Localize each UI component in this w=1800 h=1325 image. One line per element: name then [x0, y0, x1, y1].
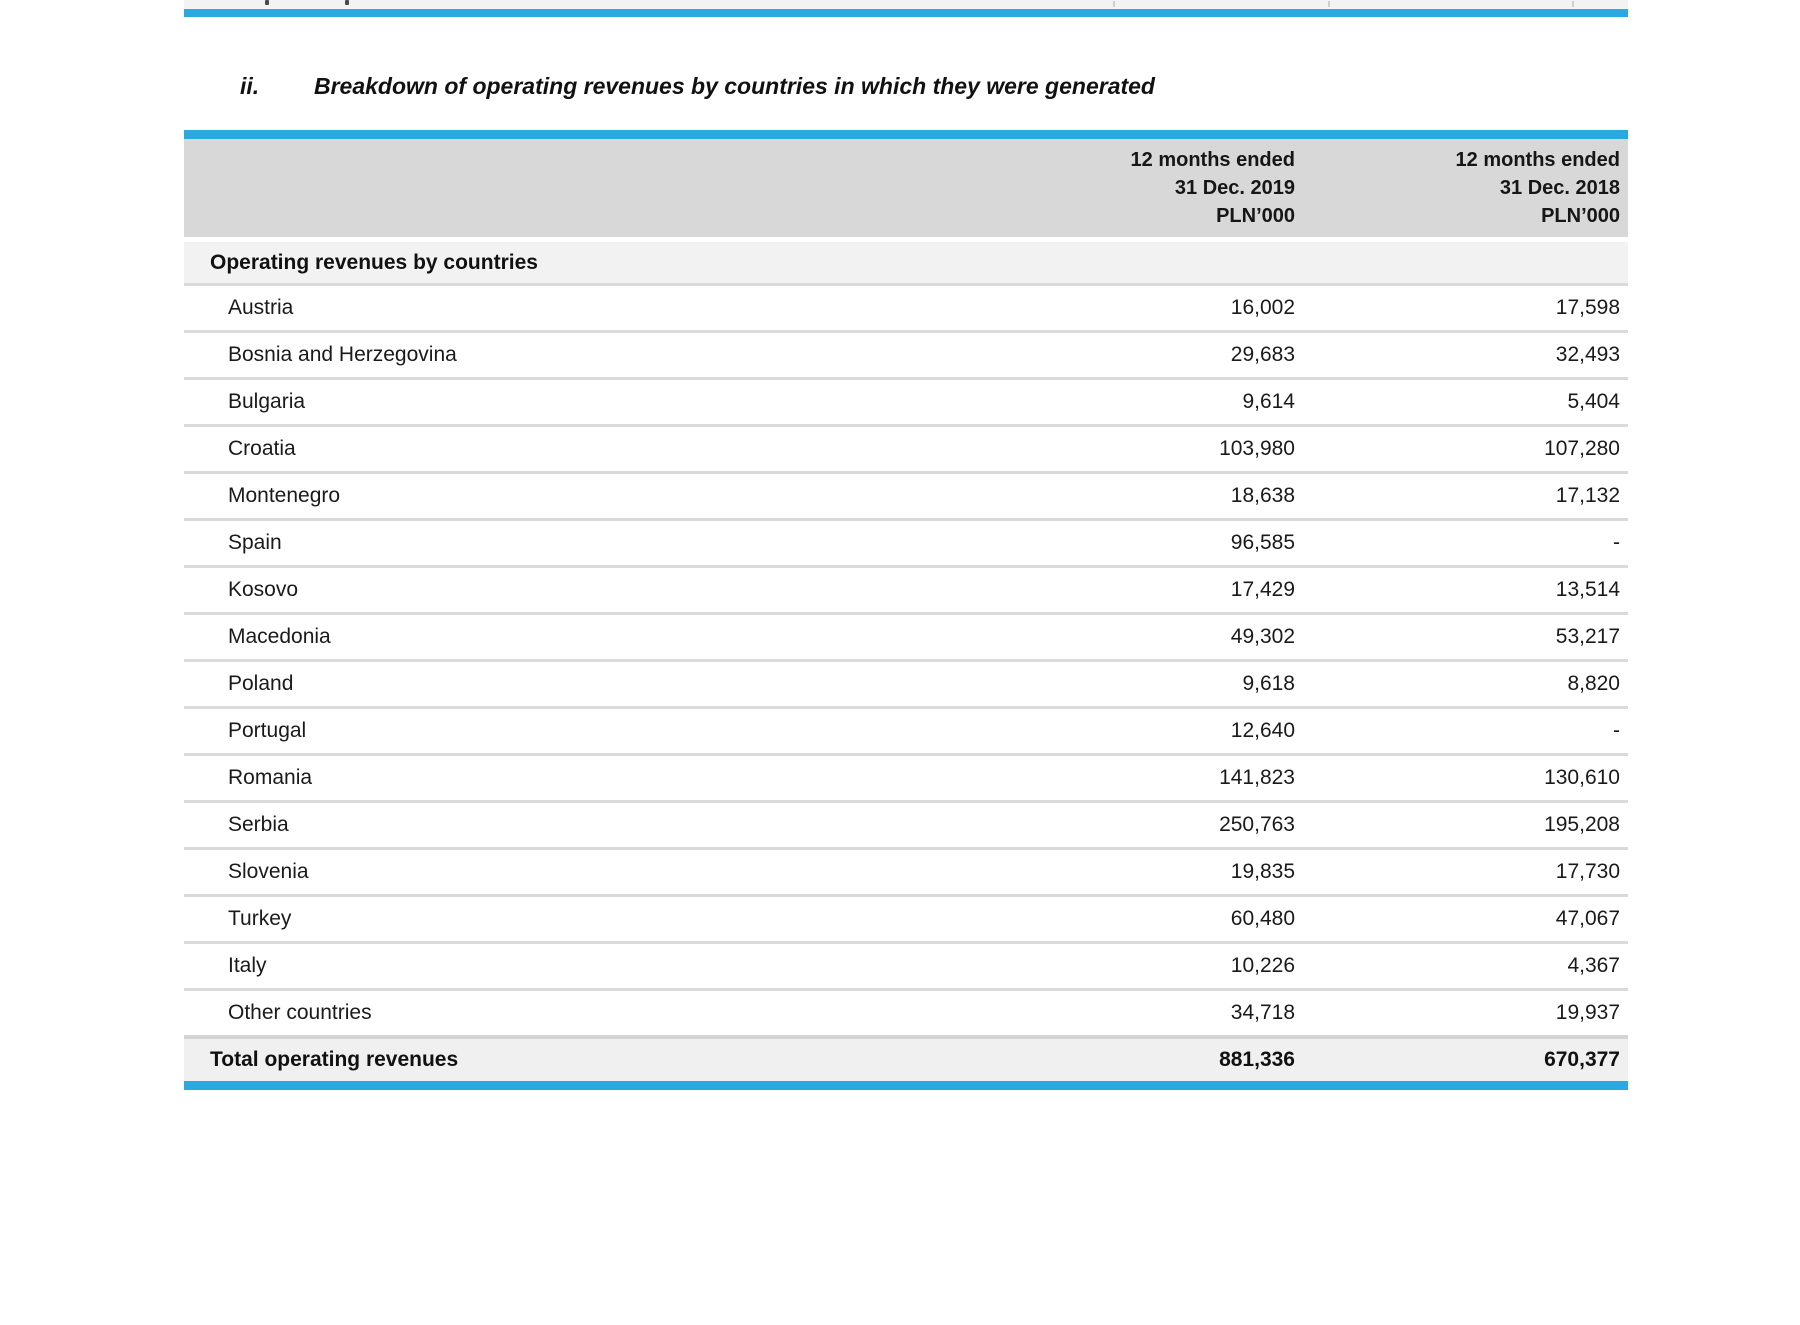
country-label: Poland [228, 672, 294, 695]
value-2018: 17,730 [1555, 860, 1620, 883]
value-2019: 12,640 [1230, 719, 1295, 742]
value-2018: 17,132 [1555, 484, 1620, 507]
value-2019: 10,226 [1230, 954, 1295, 977]
table-row: Montenegro 18,638 17,132 [184, 471, 1628, 518]
value-2019: 16,002 [1230, 296, 1295, 319]
value-2018: 107,280 [1544, 437, 1620, 460]
value-2018: - [1613, 531, 1620, 554]
table-top-rule [184, 130, 1628, 139]
table-row: Slovenia 19,835 17,730 [184, 847, 1628, 894]
value-2019: 34,718 [1230, 1001, 1295, 1024]
cutoff-column-tick [1328, 1, 1330, 7]
section-index: ii. [240, 73, 260, 99]
table-section-header: Operating revenues by countries [184, 242, 1628, 283]
column-date: 31 Dec. 2018 [1499, 177, 1620, 199]
table-bottom-rule [184, 1081, 1628, 1090]
table-row: Croatia 103,980 107,280 [184, 424, 1628, 471]
table-row: Turkey 60,480 47,067 [184, 894, 1628, 941]
value-2018: 195,208 [1544, 813, 1620, 836]
value-2018: 8,820 [1567, 672, 1620, 695]
column-unit: PLN’000 [1541, 205, 1620, 227]
country-label: Bosnia and Herzegovina [228, 343, 457, 366]
value-2019: 29,683 [1230, 343, 1295, 366]
table-row: Portugal 12,640 - [184, 706, 1628, 753]
total-value-2018: 670,377 [1544, 1048, 1620, 1071]
value-2019: 9,614 [1242, 390, 1295, 413]
table-total-row: Total operating revenues 881,336 670,377 [184, 1035, 1628, 1081]
section-heading: ii. Breakdown of operating revenues by c… [240, 73, 1628, 100]
column-period: 12 months ended [1130, 149, 1295, 171]
value-2019: 49,302 [1230, 625, 1295, 648]
value-2019: 9,618 [1242, 672, 1295, 695]
value-2019: 19,835 [1230, 860, 1295, 883]
value-2018: 4,367 [1567, 954, 1620, 977]
page-top-fragment [184, 0, 1628, 9]
value-2018: 17,598 [1555, 296, 1620, 319]
table-row: Other countries 34,718 19,937 [184, 988, 1628, 1035]
total-value-2019: 881,336 [1219, 1048, 1295, 1071]
table-header: 12 months ended 31 Dec. 2019 PLN’000 12 … [184, 139, 1628, 237]
country-label: Romania [228, 766, 313, 789]
header-spacer [184, 146, 970, 230]
country-label: Bulgaria [228, 390, 306, 413]
country-label: Italy [228, 954, 267, 977]
table-row: Italy 10,226 4,367 [184, 941, 1628, 988]
country-label: Spain [228, 531, 282, 554]
accent-rule-top-of-page [184, 9, 1628, 17]
value-2019: 141,823 [1219, 766, 1295, 789]
cutoff-text-fragment [345, 0, 349, 5]
table-row: Bosnia and Herzegovina 29,683 32,493 [184, 330, 1628, 377]
value-2019: 103,980 [1219, 437, 1295, 460]
table-row: Poland 9,618 8,820 [184, 659, 1628, 706]
value-2019: 96,585 [1230, 531, 1295, 554]
country-label: Croatia [228, 437, 296, 460]
value-2019: 250,763 [1219, 813, 1295, 836]
value-2019: 17,429 [1230, 578, 1295, 601]
country-label: Macedonia [228, 625, 331, 648]
value-2018: - [1613, 719, 1620, 742]
table-row: Bulgaria 9,614 5,404 [184, 377, 1628, 424]
country-label: Slovenia [228, 860, 309, 883]
value-2018: 47,067 [1555, 907, 1620, 930]
country-label: Austria [228, 296, 294, 319]
total-label: Total operating revenues [210, 1048, 459, 1071]
revenues-table: 12 months ended 31 Dec. 2019 PLN’000 12 … [184, 130, 1628, 1090]
country-label: Kosovo [228, 578, 299, 601]
value-2018: 13,514 [1555, 578, 1620, 601]
section-title: Breakdown of operating revenues by count… [314, 73, 1155, 99]
value-2018: 5,404 [1567, 390, 1620, 413]
column-period: 12 months ended [1455, 149, 1620, 171]
column-header-2018: 12 months ended 31 Dec. 2018 PLN’000 [1295, 146, 1620, 230]
column-header-2019: 12 months ended 31 Dec. 2019 PLN’000 [970, 146, 1295, 230]
report-page: ii. Breakdown of operating revenues by c… [184, 0, 1628, 1090]
value-2019: 18,638 [1230, 484, 1295, 507]
table-row: Spain 96,585 - [184, 518, 1628, 565]
cutoff-text-fragment [265, 0, 269, 5]
value-2018: 19,937 [1555, 1001, 1620, 1024]
table-row: Kosovo 17,429 13,514 [184, 565, 1628, 612]
value-2018: 130,610 [1544, 766, 1620, 789]
cutoff-column-tick [1113, 1, 1115, 7]
country-label: Other countries [228, 1001, 372, 1024]
country-label: Montenegro [228, 484, 341, 507]
value-2018: 32,493 [1555, 343, 1620, 366]
value-2019: 60,480 [1230, 907, 1295, 930]
table-row: Macedonia 49,302 53,217 [184, 612, 1628, 659]
table-row: Austria 16,002 17,598 [184, 283, 1628, 330]
cutoff-column-tick [1572, 1, 1574, 7]
column-unit: PLN’000 [1216, 205, 1295, 227]
country-label: Serbia [228, 813, 289, 836]
country-label: Turkey [228, 907, 292, 930]
table-row: Serbia 250,763 195,208 [184, 800, 1628, 847]
table-row: Romania 141,823 130,610 [184, 753, 1628, 800]
value-2018: 53,217 [1555, 625, 1620, 648]
column-date: 31 Dec. 2019 [1174, 177, 1295, 199]
country-label: Portugal [228, 719, 307, 742]
